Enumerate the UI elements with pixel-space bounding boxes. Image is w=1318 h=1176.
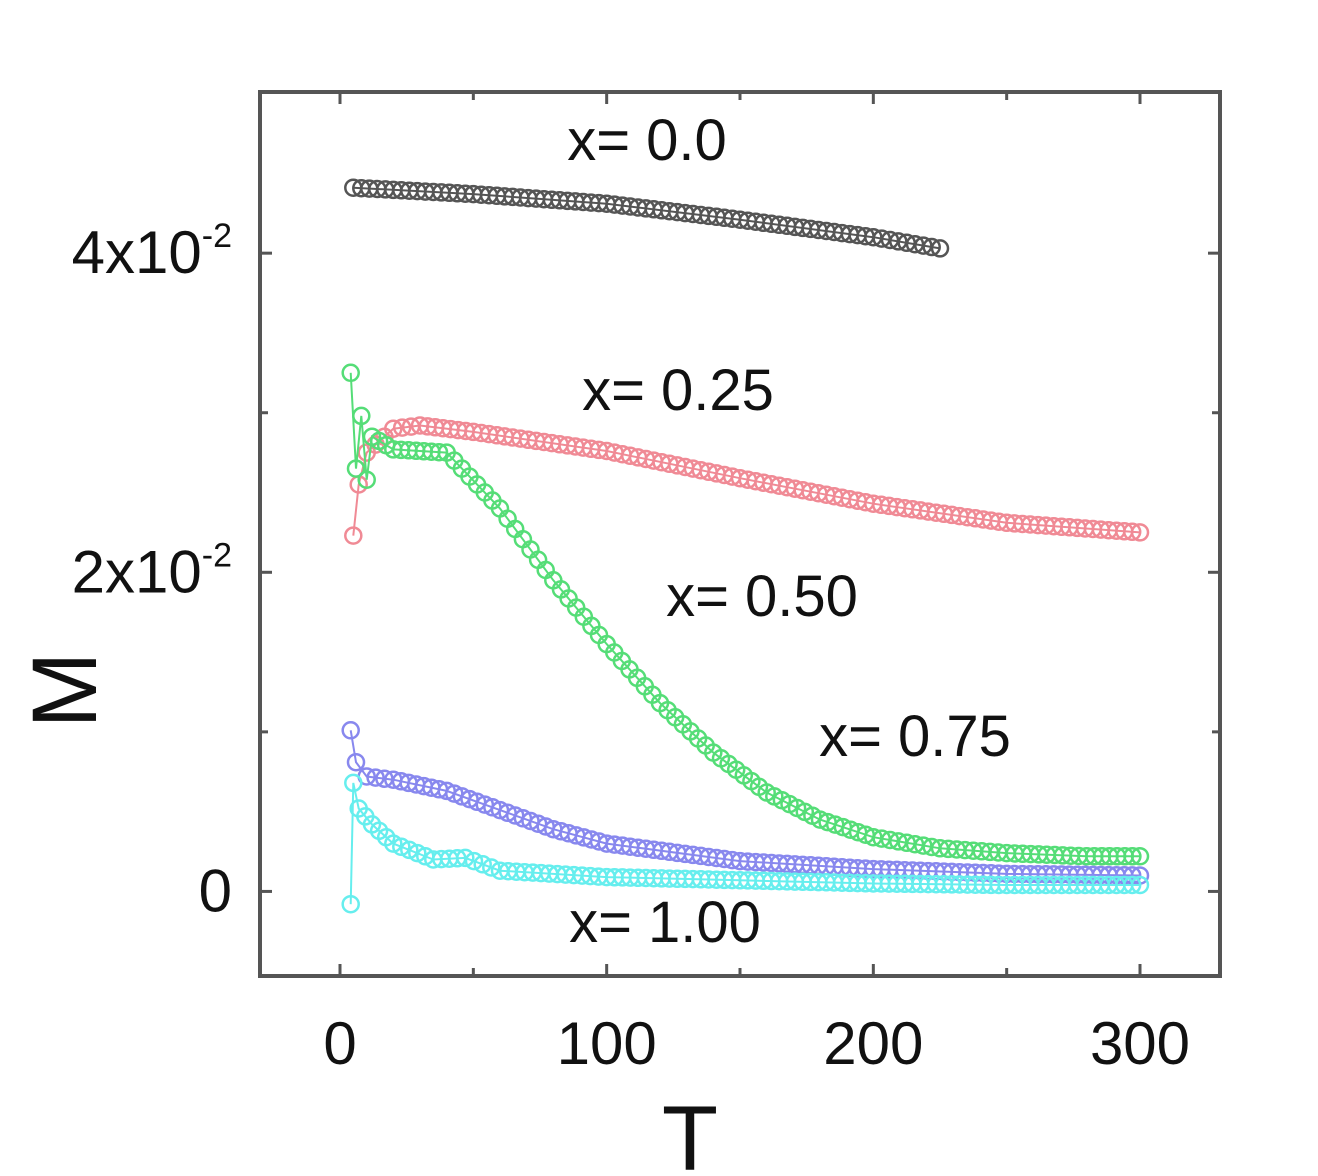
data-point (341, 894, 360, 914)
x-axis-title: T (662, 1088, 718, 1176)
series-5 (341, 773, 1150, 914)
series-1 (344, 178, 950, 258)
data-point (1122, 875, 1142, 895)
data-point (456, 848, 475, 868)
data-point (922, 237, 941, 257)
data-point (1130, 523, 1150, 542)
data-point (1122, 522, 1142, 542)
data-point (930, 239, 950, 258)
data-point (1130, 875, 1150, 895)
y-axis-title: M (14, 652, 116, 729)
y-tick-label: 4x10-2 (72, 217, 232, 286)
axis-ticks: 0 100 200 300 0 2x10-2 4x10-2 (72, 92, 1220, 1077)
series-line (353, 186, 941, 250)
series-4 (341, 721, 1150, 885)
series-label: x= 0.0 (567, 108, 727, 173)
data-point (341, 721, 360, 740)
data-point (400, 840, 419, 860)
data-point (346, 752, 366, 772)
data-point (429, 442, 449, 462)
y-tick-label: 2x10-2 (72, 536, 232, 605)
data-point (357, 470, 376, 489)
data-point (464, 851, 484, 871)
series-label: x= 1.00 (569, 890, 761, 955)
data-point (341, 363, 360, 383)
data-point (473, 855, 492, 874)
data-point (384, 834, 403, 853)
data-point (392, 418, 412, 437)
data-point (392, 837, 411, 857)
data-point (352, 406, 371, 426)
x-tick-label: 300 (1090, 1010, 1190, 1077)
x-tick-label: 0 (323, 1010, 356, 1077)
data-point (344, 526, 363, 545)
series-layer (341, 178, 1150, 914)
data-point (1123, 847, 1142, 866)
x-tick-label: 100 (557, 1010, 657, 1077)
data-point (1130, 847, 1150, 866)
data-point (384, 419, 403, 438)
series-3 (341, 363, 1150, 866)
series-2 (344, 416, 1150, 545)
data-point (408, 843, 427, 863)
x-tick-label: 200 (823, 1010, 923, 1077)
y-tick-label: 0 (199, 857, 232, 924)
data-point (482, 858, 501, 877)
series-labels: x= 0.0 x= 0.25 x= 0.50 x= 0.75 x= 1.00 (567, 108, 1011, 955)
series-label: x= 0.50 (666, 564, 858, 629)
data-point (346, 459, 366, 478)
series-label: x= 0.25 (582, 358, 774, 423)
data-point (366, 768, 385, 787)
data-point (344, 773, 363, 793)
series-label: x= 0.75 (819, 704, 1011, 769)
